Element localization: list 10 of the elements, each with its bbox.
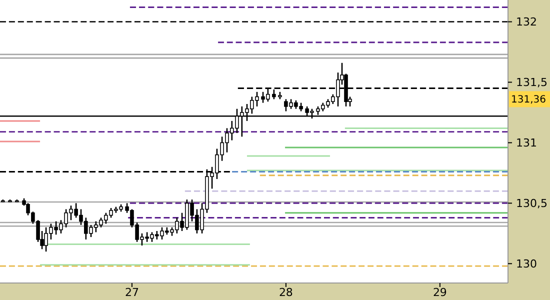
y-tick-label: 130 [516,258,537,270]
x-tick-label: 27 [124,286,139,299]
x-tick-label: 29 [432,286,447,299]
y-tick-label: 131,5 [516,76,548,90]
y-tick-label: 131 [516,136,537,150]
candlestick [272,88,276,100]
y-tick-label: 130,5 [516,197,548,210]
x-tick-label: 28 [278,286,293,299]
y-tick-label: 132 [516,16,537,29]
text: 131,36 [511,94,546,106]
